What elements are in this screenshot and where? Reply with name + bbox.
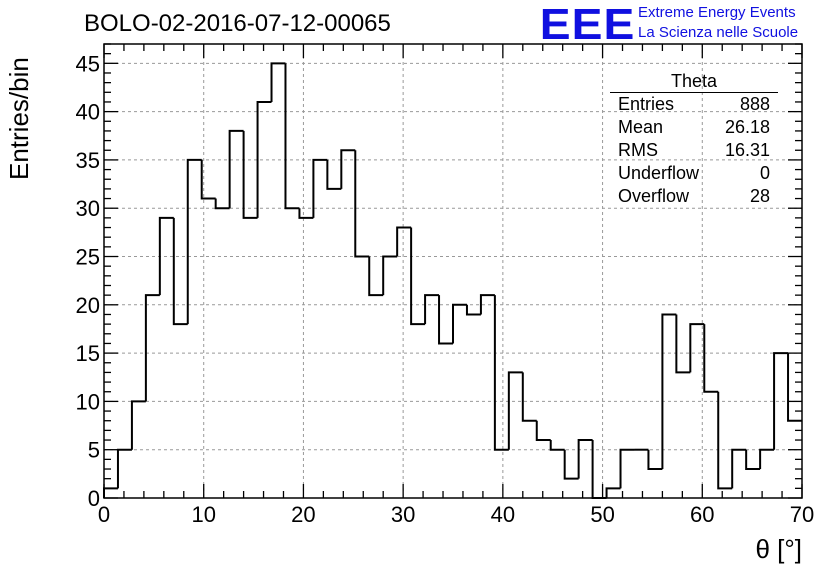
stats-value: 0 — [759, 163, 770, 183]
stats-value: 28 — [749, 186, 770, 206]
axis-ticks — [103, 43, 803, 499]
logo-line-1: Extreme Energy Events — [638, 4, 796, 21]
histogram-bin — [382, 255, 398, 296]
histogram-bin — [340, 149, 356, 189]
histogram-bin — [563, 449, 579, 480]
y-tick-label: 20 — [76, 293, 100, 318]
x-tick-label: 40 — [491, 502, 515, 527]
x-tick-label: 0 — [98, 502, 110, 527]
stats-value: 26.18 — [724, 117, 770, 137]
histogram-bin — [172, 217, 188, 326]
histogram-bin — [689, 323, 705, 373]
y-tick-label: 15 — [76, 341, 100, 366]
histogram-bin — [731, 448, 747, 489]
histogram-bin — [424, 294, 440, 325]
histogram-bin — [116, 448, 132, 489]
stats-row-underflow: Underflow 0 — [610, 162, 778, 185]
stats-row-mean: Mean 26.18 — [610, 116, 778, 139]
x-axis-label: θ [°] — [755, 534, 802, 564]
stats-label: RMS — [618, 140, 658, 160]
tick-labels: 0 10 20 30 40 50 60 70 0 5 10 15 20 25 30 35 40 45 — [76, 51, 815, 527]
histogram-bin — [717, 391, 733, 490]
stats-box: Theta Entries 888 Mean 26.18 RMS 16.31 U… — [610, 72, 778, 208]
x-tick-label: 20 — [291, 502, 315, 527]
histogram-bin — [284, 63, 300, 210]
stats-row-rms: RMS 16.31 — [610, 139, 778, 162]
stats-label: Overflow — [618, 186, 690, 206]
y-tick-label: 5 — [88, 438, 100, 463]
logo-line-2: La Scienza nelle Scuole — [638, 24, 799, 41]
stats-label: Entries — [618, 94, 675, 114]
histogram-bin — [605, 487, 621, 498]
histogram-bin — [493, 295, 509, 451]
chart-title: BOLO-02-2016-07-12-00065 — [84, 10, 391, 37]
histogram-bin — [479, 294, 495, 315]
y-tick-label: 10 — [76, 389, 100, 414]
histogram-bin — [214, 198, 230, 210]
histogram-bin — [619, 448, 635, 489]
histogram-bin — [452, 303, 467, 344]
y-tick-label: 30 — [76, 196, 100, 221]
histogram-bin — [773, 352, 789, 450]
histogram-bin — [507, 371, 523, 450]
histogram-bin — [759, 448, 775, 470]
eee-logo: EEE — [539, 0, 636, 49]
stats-row-overflow: Overflow 28 — [610, 185, 778, 208]
x-tick-label: 50 — [590, 502, 614, 527]
histogram-bin — [745, 449, 761, 471]
x-tick-label: 30 — [391, 502, 415, 527]
histogram-bin — [103, 487, 118, 498]
histogram-bin — [521, 372, 537, 422]
stats-label: Mean — [618, 117, 664, 137]
histogram-bin — [368, 256, 384, 297]
histogram-bin — [549, 440, 565, 451]
stats-value: 888 — [739, 94, 770, 114]
histogram-bin — [410, 227, 426, 326]
x-tick-label: 10 — [191, 502, 215, 527]
stats-row-entries: Entries 888 — [610, 93, 778, 116]
histogram-bin — [298, 208, 314, 219]
stats-label: Underflow — [618, 163, 700, 183]
histogram-series — [103, 62, 802, 499]
x-tick-label: 70 — [790, 502, 814, 527]
y-axis-label: Entries/bin — [4, 57, 34, 180]
histogram-bin — [242, 130, 258, 219]
histogram-bin — [465, 304, 481, 316]
y-tick-label: 0 — [88, 486, 100, 511]
y-tick-label: 35 — [76, 148, 100, 173]
stats-value: 16.31 — [724, 140, 770, 160]
histogram-bin — [647, 449, 663, 471]
histogram-bin — [256, 100, 272, 218]
histogram-bin — [354, 150, 370, 258]
histogram-bin — [186, 158, 202, 325]
histogram-bin — [228, 129, 244, 209]
histogram-bin — [200, 159, 216, 200]
histogram-bin — [312, 158, 328, 218]
histogram-bin — [535, 420, 551, 442]
histogram-bin — [703, 324, 719, 393]
histogram-bin — [130, 400, 146, 450]
histogram-bin — [144, 294, 160, 402]
histogram-bin — [158, 216, 174, 296]
x-tick-label: 60 — [690, 502, 714, 527]
histogram-bin — [675, 314, 691, 374]
stats-title: Theta — [610, 72, 778, 93]
plot-frame — [103, 43, 803, 499]
y-tick-label: 40 — [76, 100, 100, 125]
histogram-bin — [591, 440, 607, 499]
y-tick-label: 45 — [76, 51, 100, 76]
histogram-bin — [270, 62, 286, 102]
y-tick-label: 25 — [76, 245, 100, 270]
histogram-bin — [577, 439, 593, 479]
histogram-bin — [661, 313, 677, 470]
histogram-bin — [326, 159, 342, 190]
histogram-bin — [396, 226, 412, 257]
histogram-bin — [438, 295, 453, 345]
